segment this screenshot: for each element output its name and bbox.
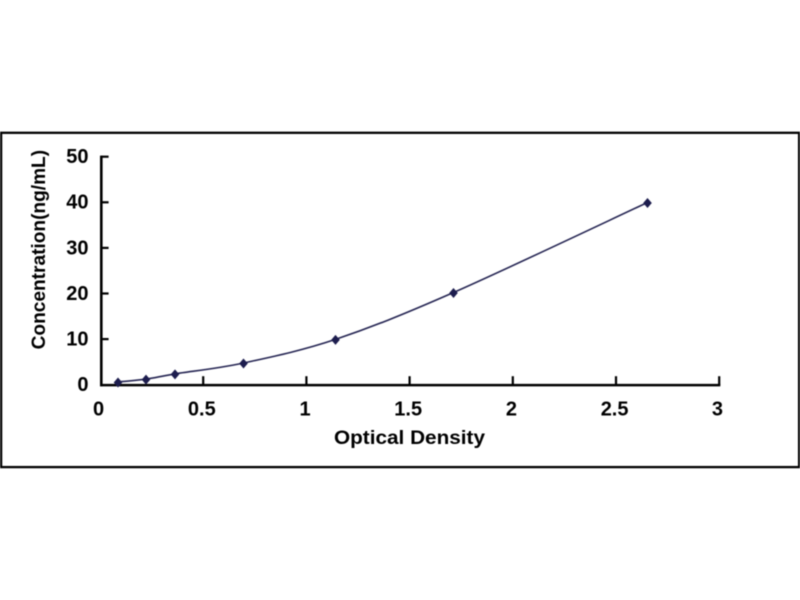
svg-text:1: 1	[299, 399, 310, 421]
svg-text:20: 20	[66, 283, 88, 305]
svg-text:Concentration(ng/mL): Concentration(ng/mL)	[29, 150, 50, 349]
svg-text:0: 0	[77, 374, 88, 396]
svg-text:2: 2	[506, 399, 517, 421]
svg-text:Optical Density: Optical Density	[334, 428, 485, 449]
svg-text:3: 3	[712, 399, 723, 421]
svg-text:0: 0	[93, 399, 104, 421]
svg-text:50: 50	[66, 146, 88, 168]
svg-text:10: 10	[66, 328, 88, 350]
svg-text:1.5: 1.5	[394, 399, 422, 421]
svg-text:40: 40	[66, 192, 88, 214]
svg-text:2.5: 2.5	[601, 399, 629, 421]
svg-text:30: 30	[66, 237, 88, 259]
svg-text:0.5: 0.5	[188, 399, 216, 421]
